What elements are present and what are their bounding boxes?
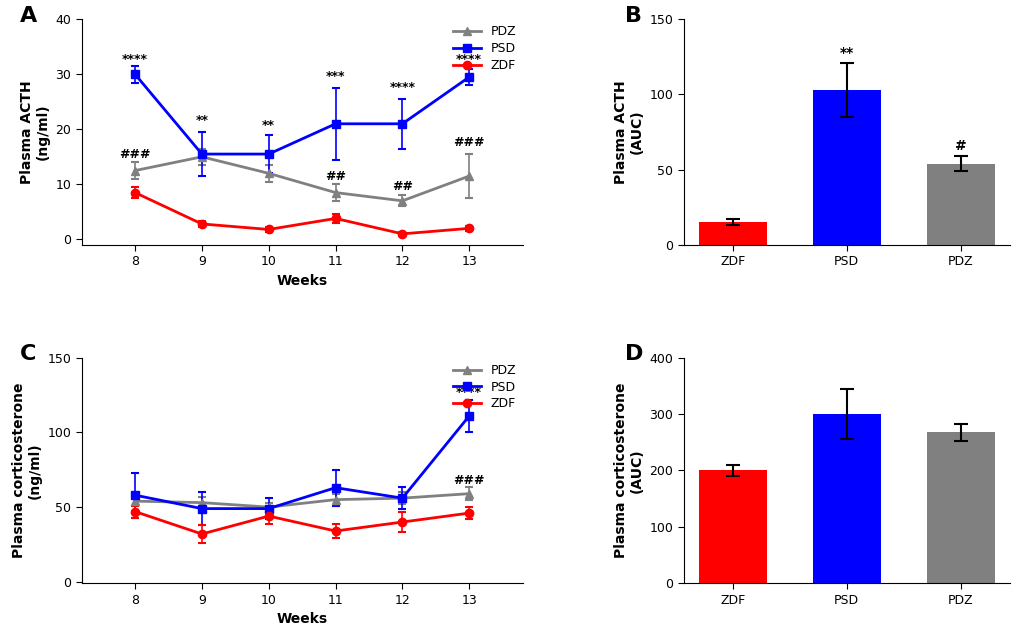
Text: D: D: [625, 344, 643, 364]
Y-axis label: Plasma corticosterone
(AUC): Plasma corticosterone (AUC): [613, 383, 643, 558]
Y-axis label: Plasma ACTH
(AUC): Plasma ACTH (AUC): [613, 80, 643, 184]
Legend: PDZ, PSD, ZDF: PDZ, PSD, ZDF: [452, 364, 516, 410]
Bar: [812, 90, 880, 245]
Text: ##: ##: [325, 171, 345, 183]
Text: **: **: [262, 119, 275, 132]
Legend: PDZ, PSD, ZDF: PDZ, PSD, ZDF: [452, 26, 516, 72]
Bar: [698, 470, 766, 583]
X-axis label: Weeks: Weeks: [276, 612, 327, 626]
Bar: [698, 222, 766, 245]
Text: ****: ****: [455, 386, 482, 399]
Bar: [925, 163, 994, 245]
Text: ****: ****: [389, 81, 415, 94]
Text: ****: ****: [122, 53, 148, 66]
Text: **: **: [196, 113, 208, 126]
Y-axis label: Plasma ACTH
(ng/ml): Plasma ACTH (ng/ml): [19, 80, 50, 184]
Text: ###: ###: [119, 148, 151, 162]
Text: ###: ###: [453, 474, 484, 487]
Text: ##: ##: [391, 179, 413, 192]
Text: **: **: [839, 46, 853, 60]
Text: B: B: [625, 6, 642, 26]
Text: C: C: [19, 344, 37, 364]
Bar: [812, 414, 880, 583]
Text: #: #: [954, 139, 966, 153]
Y-axis label: Plasma corticosterone
(ng/ml): Plasma corticosterone (ng/ml): [11, 383, 42, 558]
X-axis label: Weeks: Weeks: [276, 274, 327, 288]
Text: A: A: [19, 6, 37, 26]
Bar: [925, 432, 994, 583]
Text: ***: ***: [325, 69, 345, 83]
Text: ****: ****: [455, 53, 482, 66]
Text: ###: ###: [453, 135, 484, 149]
